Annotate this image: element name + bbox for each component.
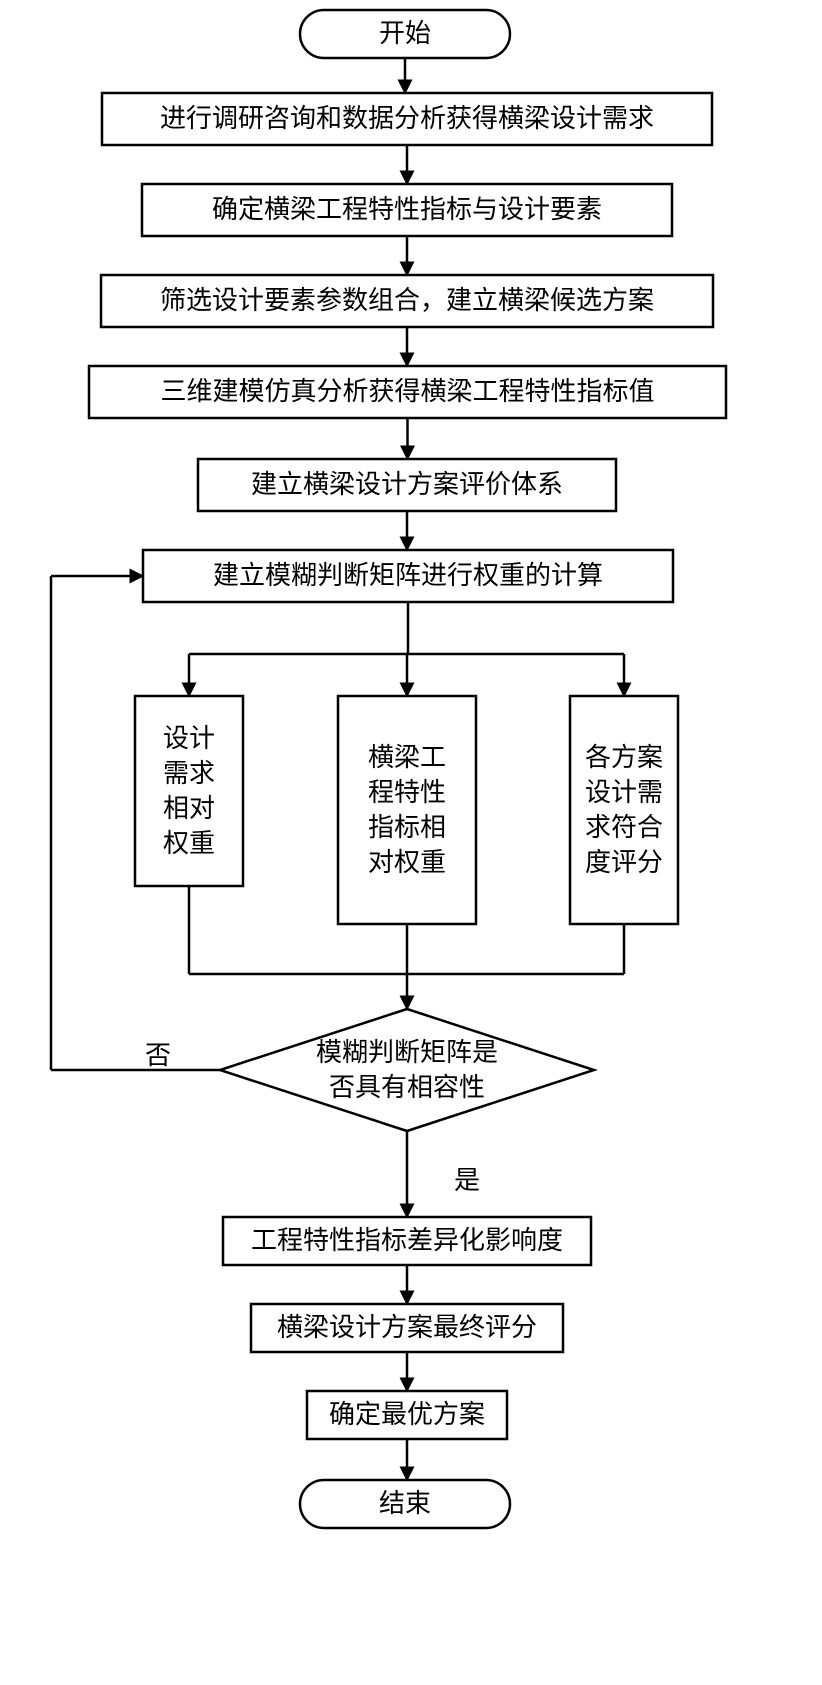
edge-label-否: 否: [145, 1035, 171, 1072]
node-n9: 确定最优方案: [307, 1391, 507, 1439]
node-n8: 横梁设计方案最终评分: [251, 1304, 563, 1352]
node-n7: 工程特性指标差异化影响度: [223, 1217, 591, 1265]
node-n4: 三维建模仿真分析获得横梁工程特性指标值: [89, 366, 726, 418]
node-start: 开始: [300, 10, 510, 58]
node-n2: 确定横梁工程特性指标与设计要素: [142, 184, 672, 236]
node-dec: 模糊判断矩阵是 否具有相容性: [220, 1009, 594, 1131]
node-b3: 各方案 设计需 求符合 度评分: [570, 696, 678, 924]
node-n1: 进行调研咨询和数据分析获得横梁设计需求: [102, 93, 712, 145]
node-b1: 设计 需求 相对 权重: [135, 696, 243, 886]
node-n6: 建立模糊判断矩阵进行权重的计算: [143, 550, 673, 602]
edge-label-是: 是: [454, 1160, 480, 1197]
node-b2: 横梁工 程特性 指标相 对权重: [338, 696, 476, 924]
node-n3: 筛选设计要素参数组合，建立横梁候选方案: [101, 275, 713, 327]
node-end: 结束: [300, 1480, 510, 1528]
node-n5: 建立横梁设计方案评价体系: [198, 459, 616, 511]
